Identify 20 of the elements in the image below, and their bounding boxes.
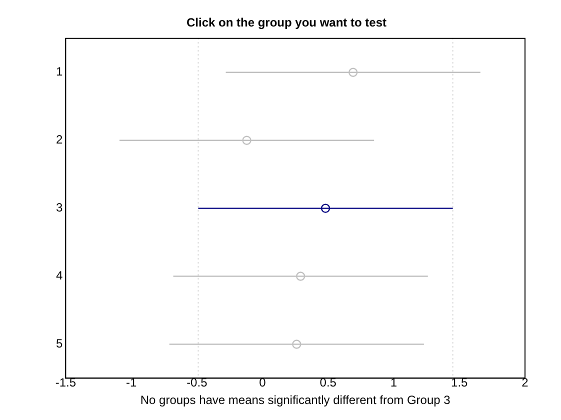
point xyxy=(292,340,302,349)
x-tick-label: 0 xyxy=(259,376,266,390)
point xyxy=(296,272,306,281)
x-tick-label: -0.5 xyxy=(186,376,208,390)
x-axis-title: No groups have means significantly different from Group 3 xyxy=(140,393,451,408)
x-tick-label: -1.5 xyxy=(55,376,76,390)
point xyxy=(348,68,358,77)
y-tick-label: 4 xyxy=(56,268,63,283)
y-tick-label: 1 xyxy=(56,64,63,79)
x-tick-label: -1 xyxy=(126,376,137,390)
y-tick-label: 5 xyxy=(56,336,63,351)
chart-title: Click on the group you want to test xyxy=(186,16,387,30)
y-tick-label: 2 xyxy=(56,132,63,147)
x-tick-label: 0.5 xyxy=(320,376,337,390)
point xyxy=(242,136,252,145)
x-tick-label: 2 xyxy=(522,376,529,390)
x-tick-label: 1 xyxy=(390,376,398,390)
x-tick-label: 1.5 xyxy=(451,376,468,390)
y-tick-label: 3 xyxy=(56,200,63,215)
point xyxy=(320,204,330,213)
